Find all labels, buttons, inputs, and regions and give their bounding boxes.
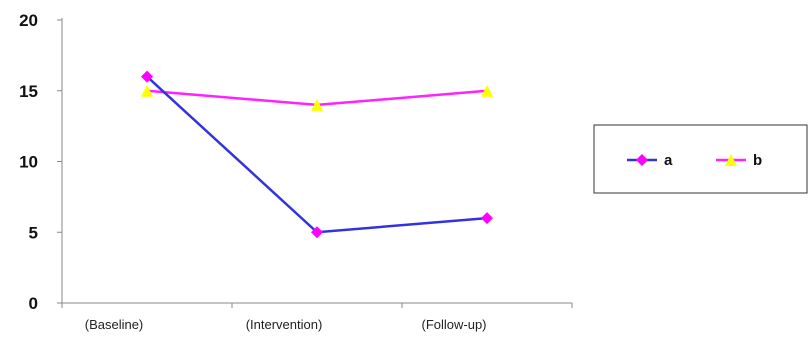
y-tick-label: 10 (19, 153, 38, 172)
series-b-point (481, 84, 493, 97)
legend-swatch-marker (725, 154, 737, 166)
series-a (141, 70, 493, 239)
x-axis-categories: (Baseline) (Intervention) (Follow-up) (61, 303, 573, 332)
legend-swatch-marker (636, 154, 648, 166)
legend-label: a (664, 152, 673, 169)
y-tick-label: 0 (29, 294, 38, 313)
series-b-point (141, 84, 153, 97)
legend-box (593, 124, 808, 194)
series-b-point (311, 98, 323, 111)
legend-entry-a: a (627, 152, 673, 169)
series-a-point (481, 212, 493, 225)
series-a-point (311, 226, 323, 239)
y-tick-label: 5 (29, 223, 38, 242)
y-tick-label: 15 (19, 82, 38, 101)
x-category-label: (Follow-up) (421, 317, 486, 332)
series-a-point (141, 70, 153, 83)
axes (61, 18, 572, 304)
legend-label: b (753, 152, 762, 169)
x-category-label: (Intervention) (246, 317, 323, 332)
series-b (141, 84, 493, 111)
y-axis-ticks: 0 5 10 15 20 (19, 11, 62, 313)
legend-entry-b: b (716, 152, 762, 169)
series-layer (141, 70, 493, 239)
y-tick-label: 20 (19, 11, 38, 30)
x-category-label: (Baseline) (85, 317, 144, 332)
